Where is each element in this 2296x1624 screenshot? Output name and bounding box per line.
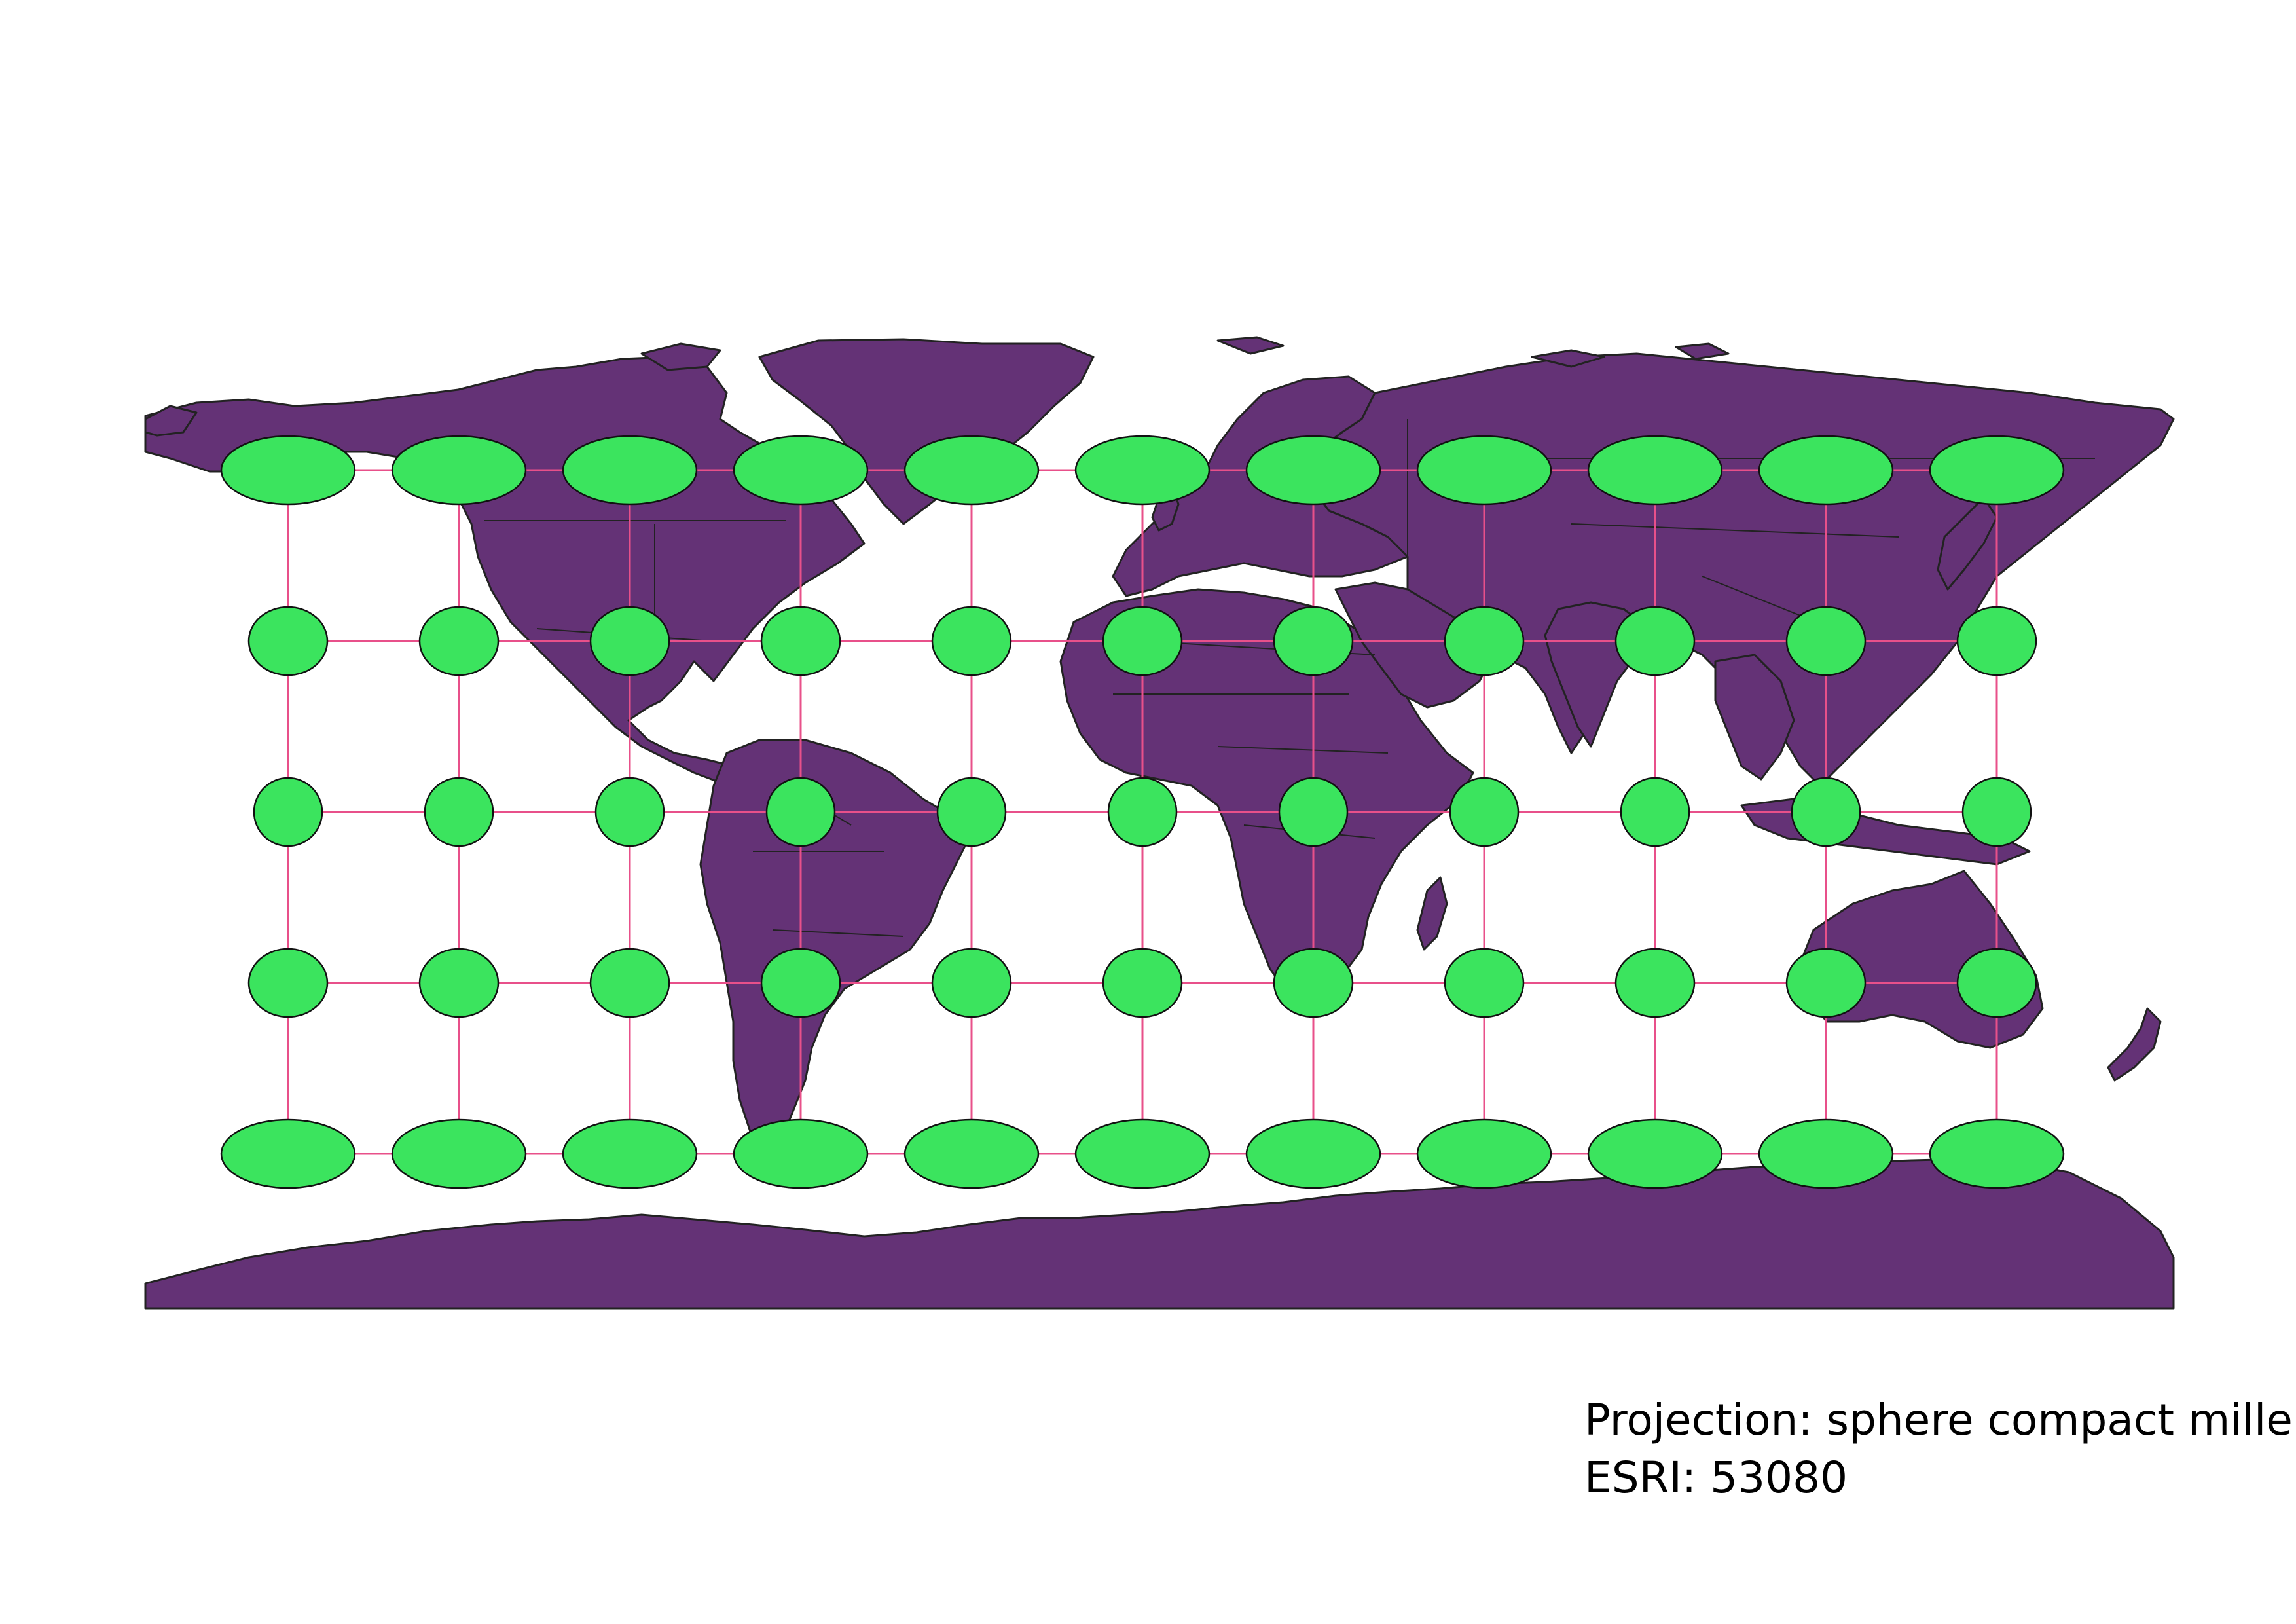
tissot-indicatrix xyxy=(1956,606,2037,676)
chukotka xyxy=(144,405,198,437)
tissot-indicatrix xyxy=(733,435,869,506)
tissot-indicatrix xyxy=(931,948,1012,1018)
tissot-indicatrix xyxy=(1587,435,1723,506)
tissot-indicatrix xyxy=(760,606,841,676)
japan xyxy=(1937,496,1998,591)
tissot-indicatrix xyxy=(1956,948,2037,1018)
tissot-indicatrix xyxy=(1791,777,1861,847)
tissot-indicatrix xyxy=(931,606,1012,676)
tissot-indicatrix xyxy=(253,777,323,847)
north-america xyxy=(144,356,866,787)
tissot-indicatrix xyxy=(424,777,494,847)
tissot-indicatrix xyxy=(220,1118,356,1189)
new-zealand xyxy=(2107,1007,2162,1082)
tissot-indicatrix xyxy=(1587,1118,1723,1189)
madagascar xyxy=(1416,876,1448,951)
tissot-indicatrix xyxy=(589,606,670,676)
tissot-indicatrix xyxy=(418,948,500,1018)
tissot-indicatrix xyxy=(1074,1118,1211,1189)
esri-code-label: ESRI: 53080 xyxy=(1584,1452,1848,1503)
tissot-indicatrix xyxy=(1758,1118,1894,1189)
tissot-indicatrix xyxy=(1961,777,2032,847)
tissot-indicatrix xyxy=(760,948,841,1018)
tissot-indicatrix xyxy=(1444,606,1525,676)
tissot-indicatrix xyxy=(562,1118,698,1189)
tissot-indicatrix xyxy=(247,948,329,1018)
arctic-islands xyxy=(640,336,1730,371)
tissot-indicatrix xyxy=(1614,606,1696,676)
tissot-indicatrix xyxy=(1785,948,1867,1018)
tissot-indicatrix xyxy=(936,777,1007,847)
tissot-indicatrix xyxy=(903,1118,1040,1189)
tissot-indicatrix xyxy=(418,606,500,676)
tissot-indicatrix xyxy=(1929,435,2065,506)
tissot-indicatrix xyxy=(765,777,836,847)
tissot-indicatrix xyxy=(247,606,329,676)
tissot-indicatrix xyxy=(1444,948,1525,1018)
tissot-indicatrix xyxy=(1416,1118,1552,1189)
tissot-indicatrix xyxy=(1102,606,1183,676)
south-america xyxy=(699,739,970,1173)
tissot-indicatrix xyxy=(1929,1118,2065,1189)
tissot-indicatrix xyxy=(1614,948,1696,1018)
tissot-indicatrix xyxy=(1449,777,1520,847)
tissot-indicatrix xyxy=(594,777,665,847)
tissot-indicatrix xyxy=(1102,948,1183,1018)
tissot-indicatrix xyxy=(1107,777,1178,847)
tissot-indicatrix xyxy=(1758,435,1894,506)
tissot-indicatrix xyxy=(903,435,1040,506)
projection-caption: Projection: sphere compact miller ESRI: … xyxy=(1584,1392,2296,1507)
tissot-indicatrices xyxy=(220,435,2065,1189)
arabian-peninsula xyxy=(1334,581,1494,709)
tissot-indicatrix xyxy=(1273,606,1354,676)
tissot-indicatrix xyxy=(1278,777,1349,847)
tissot-indicatrix xyxy=(391,1118,527,1189)
southeast-asia xyxy=(1714,654,1795,781)
tissot-indicatrix xyxy=(220,435,356,506)
tissot-indicatrix xyxy=(1273,948,1354,1018)
tissot-indicatrix xyxy=(562,435,698,506)
tissot-indicatrix xyxy=(589,948,670,1018)
tissot-indicatrix xyxy=(1785,606,1867,676)
tissot-indicatrix xyxy=(1074,435,1211,506)
tissot-indicatrix xyxy=(733,1118,869,1189)
tissot-indicatrix xyxy=(1416,435,1552,506)
projection-label: Projection: sphere compact miller xyxy=(1584,1395,2296,1445)
tissot-indicatrix xyxy=(1620,777,1690,847)
tissot-indicatrix xyxy=(1245,435,1381,506)
tissot-indicatrix xyxy=(1245,1118,1381,1189)
tissot-indicatrix xyxy=(391,435,527,506)
